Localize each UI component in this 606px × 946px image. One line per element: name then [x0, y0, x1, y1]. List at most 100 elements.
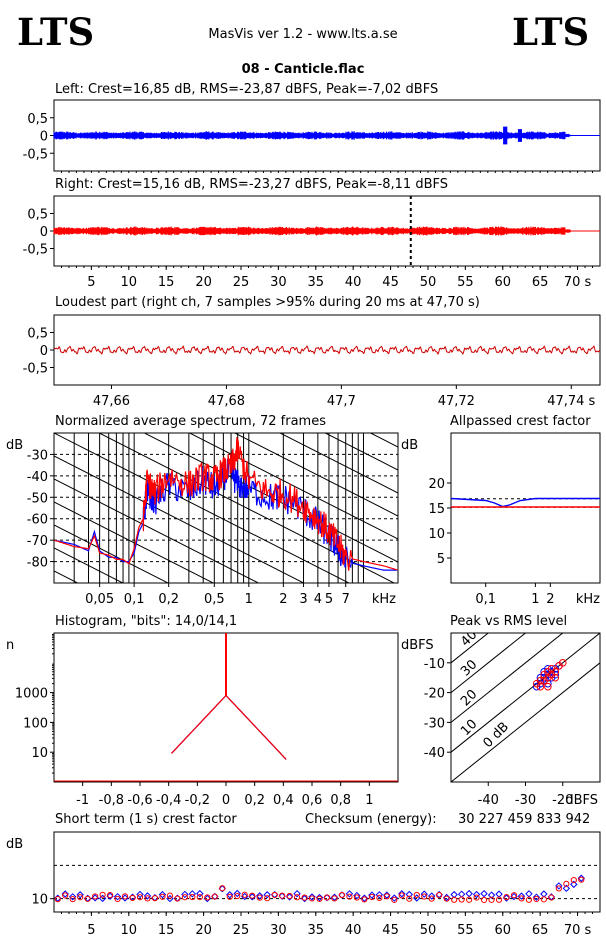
spectrum-slope-line — [54, 157, 398, 332]
short-term-point-right — [234, 892, 241, 900]
short-term-point-left — [226, 891, 234, 899]
peak-rms-diagonal-label: 20 — [458, 687, 480, 709]
right-channel-xtick-label: 30 — [270, 275, 287, 290]
short-term-frame — [53, 831, 601, 913]
left-channel-ytick-label: 0,5 — [27, 112, 48, 127]
short-term-point-left — [472, 890, 481, 899]
histogram-xtick-label: -0,8 — [99, 793, 124, 808]
short-term-point-right — [144, 895, 151, 902]
short-term-point-left — [181, 890, 189, 899]
histogram-xtick-label: 0,4 — [273, 793, 294, 808]
short-term-xtick-label: 55 — [457, 923, 474, 938]
short-term-point-left — [428, 892, 436, 900]
short-term-point-right — [451, 896, 458, 903]
short-term-point-left — [158, 890, 167, 899]
short-term-point-right — [62, 892, 69, 899]
peak-rms-diagonal — [451, 633, 527, 694]
short-term-xtick-label: 70 s — [564, 923, 592, 938]
short-term-point-right — [316, 895, 323, 902]
short-term-point-left — [420, 890, 428, 898]
spectrum-xtick-label: 7 — [342, 592, 350, 607]
spectrum-slope-line — [54, 65, 398, 240]
short-term-point-right — [473, 894, 480, 901]
spectrum-ylabel: dB — [6, 438, 23, 453]
short-term-point-right — [495, 896, 503, 903]
histogram-xtick-label: 1 — [365, 793, 373, 808]
spectrum-slope-line — [98, 433, 396, 583]
allpass-series-left — [450, 497, 600, 508]
peak-rms-ytick-label: -40 — [424, 746, 445, 761]
short-term-point-left — [278, 892, 286, 900]
peak-rms-point-left — [532, 682, 541, 691]
peak-rms-title: Peak vs RMS level — [450, 614, 568, 629]
short-term-point-left — [241, 892, 249, 901]
short-term-xtick-label: 35 — [308, 923, 325, 938]
loudest-part-xtick-label: 47,66 — [93, 394, 130, 409]
right-channel-xtick-label: 15 — [158, 275, 175, 290]
short-term-point-right — [548, 894, 555, 901]
right-channel-xtick-label: 5 — [87, 275, 95, 290]
spectrum-slope-line — [54, 88, 398, 263]
peak-rms-diagonal-label: 40 — [458, 627, 480, 649]
short-term-point-right — [353, 894, 361, 901]
short-term-point-right — [406, 895, 413, 902]
short-term-point-left — [510, 892, 518, 901]
short-term-point-right — [323, 894, 331, 901]
loudest-part-title: Loudest part (right ch, 7 samples >95% d… — [55, 295, 480, 310]
left-channel-waveform — [53, 126, 571, 145]
short-term-point-right — [458, 896, 465, 903]
spectrum-slope-line — [54, 433, 350, 583]
short-term-point-left — [487, 891, 496, 899]
short-term-point-right — [368, 893, 375, 901]
short-term-point-right — [286, 892, 293, 900]
short-term-point-left — [203, 894, 212, 903]
histogram-xtick-label: -0,4 — [156, 793, 181, 808]
loudest-part-xtick-label: 47,7 — [327, 394, 356, 409]
spectrum-slope-line — [54, 226, 398, 401]
spectrum-xtick-label: 3 — [299, 592, 307, 607]
spectrum-slope-line — [188, 433, 398, 540]
histogram-xtick-label: 0,8 — [330, 793, 351, 808]
right-channel-xtick-label: 55 — [457, 275, 474, 290]
loudest-part-xtick-label: 47,72 — [438, 394, 475, 409]
short-term-xtick-label: 5 — [87, 923, 95, 938]
short-term-point-right — [204, 894, 211, 901]
allpass-xtick-label: 0,1 — [475, 592, 496, 607]
short-term-point-right — [308, 895, 316, 902]
left-channel-ytick-label: 0 — [40, 130, 48, 145]
histogram-xtick-label: 0,2 — [244, 793, 265, 808]
short-term-point-right — [121, 893, 129, 900]
short-term-point-right — [196, 893, 203, 901]
app-title: MasVis ver 1.2 - www.lts.a.se — [208, 27, 398, 42]
short-term-point-left — [345, 890, 354, 898]
short-term-xtick-label: 60 — [494, 923, 511, 938]
peak-rms-point-right — [536, 676, 545, 685]
short-term-point-left — [113, 892, 122, 901]
peak-rms-xtick-label: -40 — [478, 793, 499, 808]
allpass-ytick-label: 20 — [428, 477, 445, 492]
peak-rms-xtick-label: -30 — [515, 793, 536, 808]
right-channel-xtick-label: 60 — [494, 275, 511, 290]
short-term-point-right — [563, 880, 570, 887]
short-term-point-right — [555, 885, 562, 892]
short-term-point-left — [61, 890, 69, 898]
short-term-point-left — [555, 882, 563, 890]
short-term-point-left — [143, 892, 152, 900]
short-term-point-right — [466, 896, 473, 903]
short-term-point-right — [338, 891, 346, 899]
short-term-point-left — [375, 891, 384, 899]
short-term-point-right — [256, 894, 263, 901]
spectrum-slope-line — [324, 433, 398, 471]
short-term-point-right — [166, 892, 174, 899]
lts-logo-right: LTS — [512, 10, 590, 54]
short-term-point-left — [68, 893, 77, 901]
short-term-point-right — [211, 893, 218, 900]
spectrum-ytick-label: -80 — [27, 556, 48, 571]
loudest-part-line — [53, 345, 601, 356]
short-term-point-right — [129, 894, 136, 902]
short-term-point-left — [525, 890, 533, 898]
short-term-point-right — [99, 891, 106, 898]
short-term-point-left — [263, 891, 271, 899]
short-term-point-right — [413, 891, 420, 899]
